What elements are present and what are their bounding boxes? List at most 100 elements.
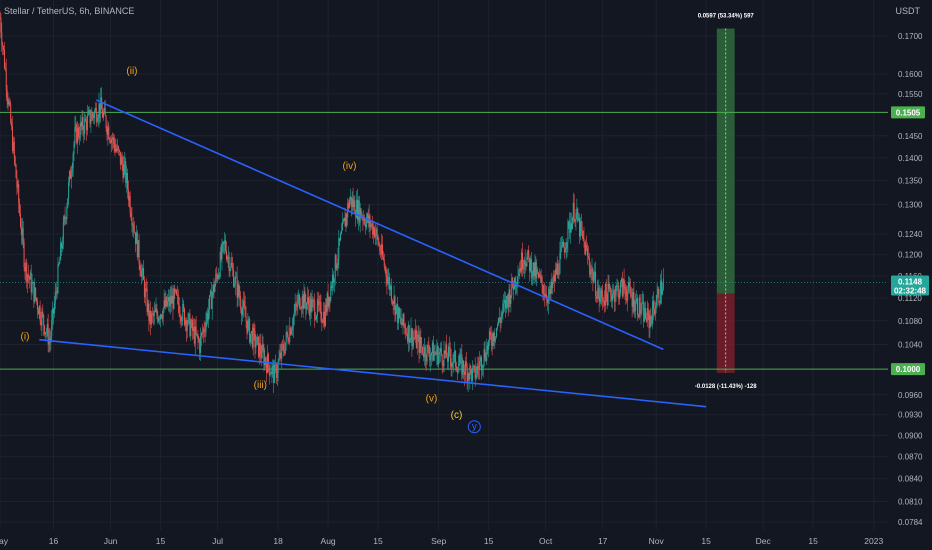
price-tick-label: 0.0960 — [898, 391, 923, 400]
candle-body — [98, 103, 100, 118]
candle-body — [606, 294, 608, 306]
candle-body — [452, 362, 454, 364]
candle-body — [493, 332, 495, 341]
candle-body — [231, 262, 233, 267]
candle-body — [24, 267, 26, 272]
candle-body — [125, 160, 127, 183]
candle-body — [195, 326, 197, 334]
candle-body — [309, 298, 311, 316]
candle-body — [453, 353, 455, 363]
candle-body — [262, 344, 264, 351]
candle-body — [648, 313, 650, 328]
candle-body — [406, 333, 408, 342]
candle-body — [464, 361, 466, 375]
candle-body — [193, 326, 195, 344]
candle-body — [153, 311, 155, 317]
current-price-badge — [891, 275, 929, 296]
candle-body — [55, 291, 57, 293]
candle-body — [356, 199, 358, 218]
candle-body — [104, 107, 106, 117]
candle-body — [212, 285, 214, 296]
time-tick-label: Jun — [104, 536, 118, 546]
candle-body — [620, 278, 622, 283]
candle-body — [223, 242, 225, 244]
candle-body — [65, 218, 67, 220]
symbol-title[interactable]: Stellar / TetherUS, 6h, BINANCE — [4, 6, 135, 16]
candle-body — [69, 170, 71, 182]
candle-body — [69, 170, 71, 179]
candle-body — [18, 184, 20, 204]
price-tick-label: 0.1550 — [898, 90, 923, 99]
candle-body — [401, 323, 403, 326]
candle-body — [43, 314, 45, 326]
time-tick-label: 16 — [49, 536, 59, 546]
candle-body — [251, 331, 253, 348]
candle-body — [266, 363, 268, 373]
candle-body — [32, 282, 34, 284]
candle-body — [177, 295, 179, 306]
candle-body — [381, 244, 383, 255]
candle-body — [581, 229, 583, 232]
candle-body — [592, 268, 594, 283]
currency-label: USDT — [895, 6, 921, 16]
price-axis[interactable]: 0.1700 0.1600 0.1550 0.1450 0.1400 0.1350 0.13… — [891, 32, 929, 527]
candle-body — [526, 256, 528, 267]
candle-body — [324, 304, 326, 326]
candle-body — [16, 177, 18, 188]
candle-body — [81, 116, 83, 127]
candle-body — [105, 116, 107, 129]
candle-body — [46, 324, 48, 332]
candle-body — [230, 262, 232, 269]
candle-body — [275, 364, 277, 379]
time-tick-label: Oct — [539, 536, 553, 546]
candle-body — [42, 311, 44, 315]
candle-body — [243, 300, 245, 307]
candle-body — [83, 129, 85, 134]
candle-body — [126, 172, 128, 183]
candle-body — [586, 244, 588, 249]
candle-body — [192, 326, 194, 331]
candle-body — [304, 291, 306, 303]
candle-body — [366, 213, 368, 220]
candle-body — [661, 280, 663, 295]
candle-body — [110, 139, 112, 143]
candle-body — [203, 328, 205, 332]
candle-body — [425, 358, 427, 362]
candle-body — [39, 305, 41, 321]
candle-body — [587, 248, 589, 256]
candle-body — [456, 369, 458, 373]
candle-body — [154, 311, 156, 312]
candle-body — [595, 296, 597, 299]
candle-body — [620, 282, 622, 294]
candle-body — [270, 373, 272, 375]
candle-body — [566, 242, 568, 249]
candle-body — [377, 235, 379, 244]
candle-body — [184, 320, 186, 325]
candle-body — [151, 313, 153, 315]
candle-body — [521, 252, 523, 272]
candle-body — [22, 228, 24, 242]
candle-body — [530, 258, 532, 279]
candle-body — [559, 252, 561, 274]
candle-body — [1, 32, 3, 45]
candle-body — [397, 303, 399, 323]
candle-body — [488, 340, 490, 350]
candle-body — [121, 157, 123, 165]
candle-body — [630, 294, 632, 297]
candle-body — [260, 354, 262, 358]
candle-body — [118, 146, 120, 150]
candle-body — [562, 241, 564, 248]
candle-body — [577, 208, 579, 221]
candle-body — [94, 107, 96, 111]
candle-body — [404, 325, 406, 328]
candle-body — [343, 217, 345, 221]
wave-label: (iii) — [254, 380, 267, 391]
candle-body — [387, 279, 389, 284]
candle-body — [40, 320, 42, 326]
candle-body — [479, 361, 481, 370]
candle-body — [283, 350, 285, 354]
candle-body — [249, 318, 251, 343]
time-axis[interactable]: May 16 Jun 15 Jul 18 Aug 15 Sep 15 Oct 17 Nov 15 Dec 15… — [0, 536, 883, 546]
candle-body — [589, 266, 591, 275]
